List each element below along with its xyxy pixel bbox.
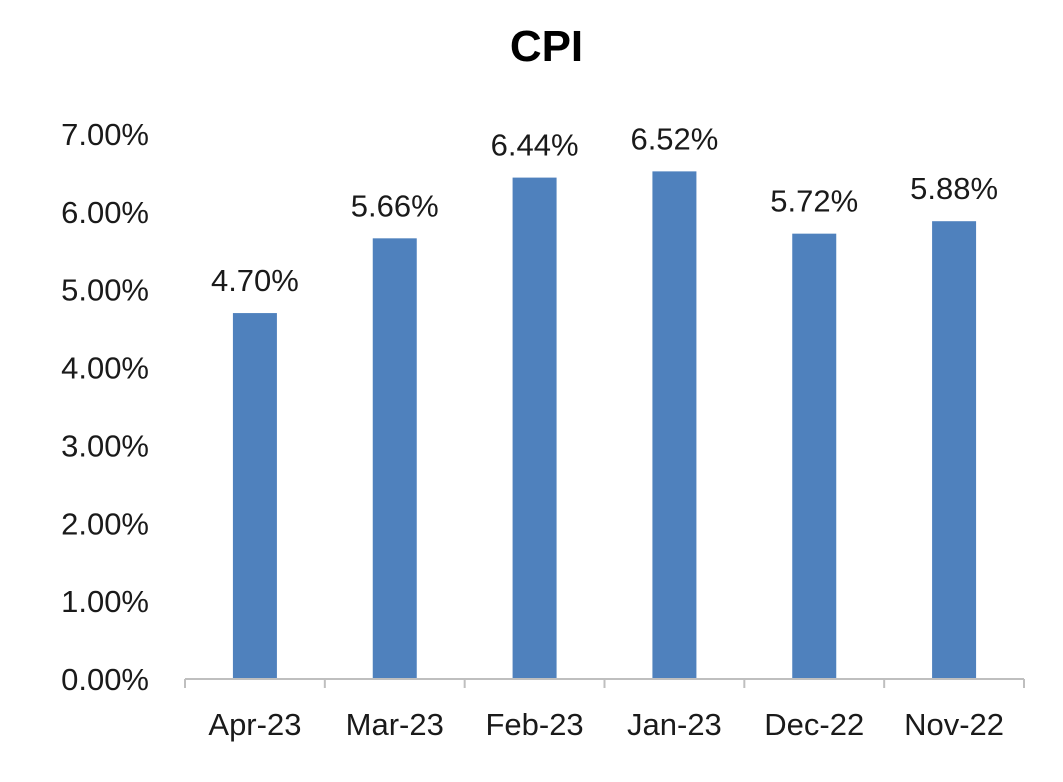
y-tick-label: 2.00% <box>61 506 149 541</box>
y-tick-label: 4.00% <box>61 351 149 386</box>
data-label: 5.72% <box>770 184 858 219</box>
y-tick-label: 3.00% <box>61 428 149 463</box>
data-label: 5.66% <box>351 188 439 223</box>
data-labels: 4.70% 5.66% 6.44% 6.52% 5.72% 5.88% <box>211 121 998 298</box>
x-tick-label: Nov-22 <box>904 707 1004 742</box>
y-axis-tick-labels: 0.00% 1.00% 2.00% 3.00% 4.00% 5.00% 6.00% 7.00% <box>61 117 149 697</box>
data-label: 6.52% <box>630 121 718 156</box>
bars <box>232 171 977 680</box>
bar <box>512 177 557 679</box>
x-tick-label: Feb-23 <box>485 707 583 742</box>
bar <box>232 313 277 679</box>
data-label: 5.88% <box>910 171 998 206</box>
x-tick-label: Mar-23 <box>346 707 444 742</box>
x-tick-label: Apr-23 <box>208 707 301 742</box>
x-tick-label: Dec-22 <box>764 707 864 742</box>
y-tick-label: 0.00% <box>61 662 149 697</box>
x-tick-label: Jan-23 <box>627 707 722 742</box>
data-label: 4.70% <box>211 263 299 298</box>
bar <box>792 233 837 679</box>
bar <box>652 171 697 679</box>
chart-title: CPI <box>509 22 584 71</box>
y-tick-label: 5.00% <box>61 273 149 308</box>
bar <box>932 221 977 679</box>
data-label: 6.44% <box>491 128 579 163</box>
y-tick-label: 7.00% <box>61 117 149 152</box>
x-axis-tick-labels: Apr-23 Mar-23 Feb-23 Jan-23 Dec-22 Nov-22 <box>208 707 1004 742</box>
x-axis <box>184 678 1025 688</box>
y-tick-label: 6.00% <box>61 195 149 230</box>
bar <box>372 238 417 680</box>
y-tick-label: 1.00% <box>61 584 149 619</box>
